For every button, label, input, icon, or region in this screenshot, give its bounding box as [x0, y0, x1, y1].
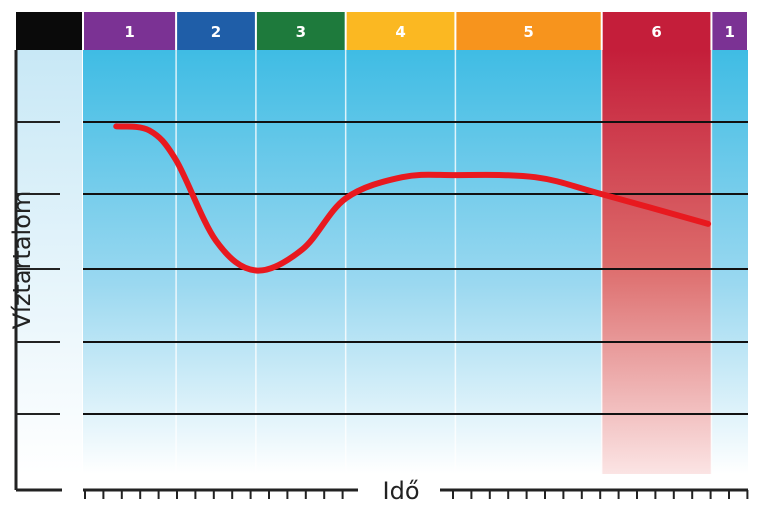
phase-band-6	[601, 50, 712, 474]
y-axis-ticks	[16, 121, 60, 415]
phase-label: 6	[651, 23, 661, 41]
phase-header-4	[346, 12, 455, 50]
y-axis-title: Víztartalom	[8, 191, 36, 330]
series-layer	[113, 123, 712, 274]
phase-label: 1	[124, 23, 134, 41]
phase-header-1	[84, 12, 176, 50]
phase-header-6	[602, 12, 711, 50]
phase-header-3	[256, 12, 345, 50]
x-axis-title: Idő	[383, 477, 420, 505]
phase-label: 1	[724, 23, 734, 41]
phase-bands	[175, 50, 713, 474]
phase-header-2	[177, 12, 255, 50]
phase-label: 4	[395, 23, 405, 41]
y-axis-panel	[16, 50, 82, 474]
phase-header-1	[712, 12, 747, 50]
series-line-0	[113, 123, 712, 274]
phase-label: 3	[296, 23, 306, 41]
phase-label: 2	[211, 23, 221, 41]
phase-header-5	[456, 12, 601, 50]
phase-headers: 1 2 3 4 5 6 1	[84, 12, 747, 50]
header-corner-block	[16, 12, 82, 50]
phase-label: 5	[523, 23, 533, 41]
x-axis	[16, 488, 749, 499]
